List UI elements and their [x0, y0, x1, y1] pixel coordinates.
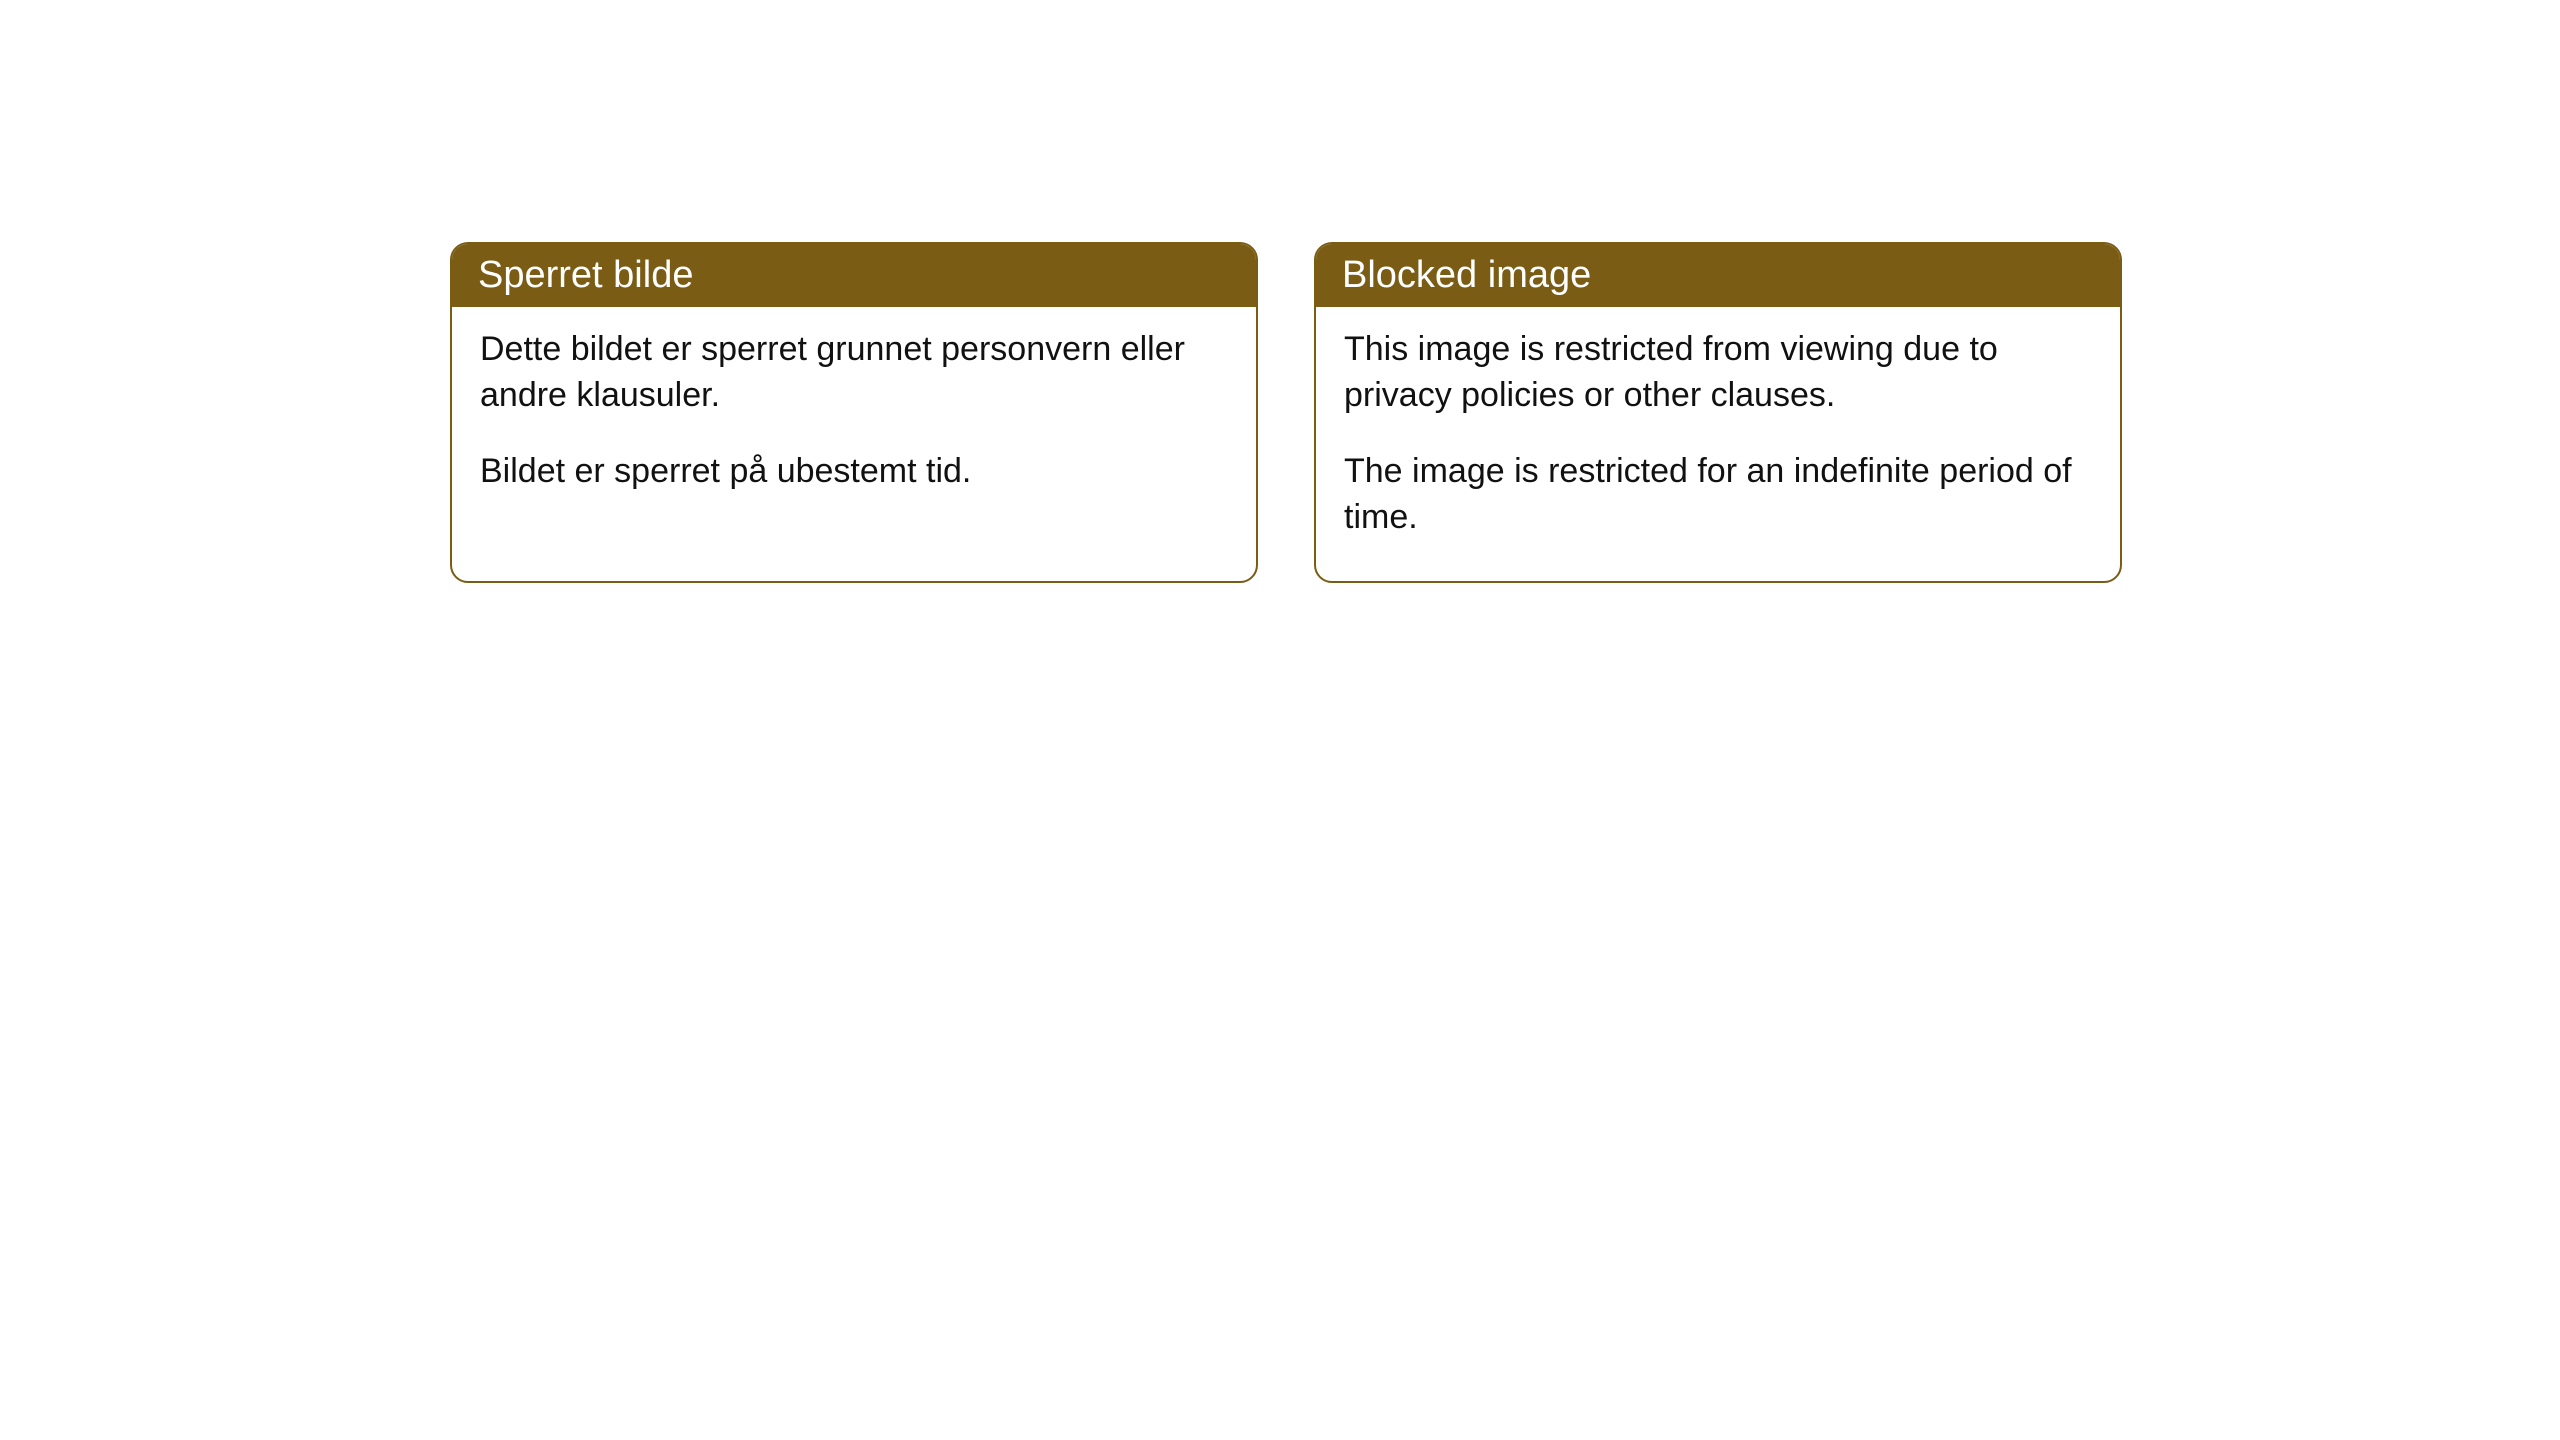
notice-card-header: Sperret bilde: [452, 244, 1256, 307]
notice-card-body: Dette bildet er sperret grunnet personve…: [452, 307, 1256, 535]
notice-paragraph: Dette bildet er sperret grunnet personve…: [480, 327, 1228, 419]
notice-card-header: Blocked image: [1316, 244, 2120, 307]
notice-card-english: Blocked image This image is restricted f…: [1314, 242, 2122, 583]
notice-card-norwegian: Sperret bilde Dette bildet er sperret gr…: [450, 242, 1258, 583]
notice-paragraph: This image is restricted from viewing du…: [1344, 327, 2092, 419]
notice-cards-container: Sperret bilde Dette bildet er sperret gr…: [450, 242, 2122, 583]
notice-paragraph: The image is restricted for an indefinit…: [1344, 449, 2092, 541]
notice-paragraph: Bildet er sperret på ubestemt tid.: [480, 449, 1228, 495]
notice-card-body: This image is restricted from viewing du…: [1316, 307, 2120, 581]
